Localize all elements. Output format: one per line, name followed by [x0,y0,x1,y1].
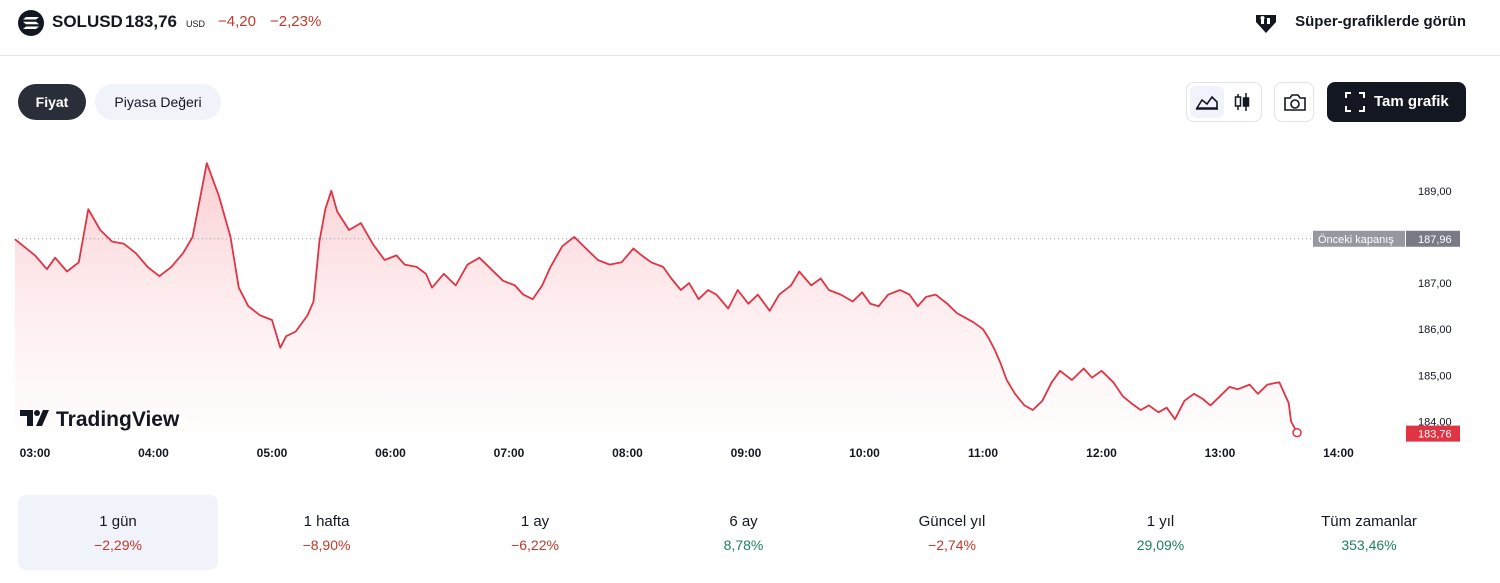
symbol-header: SOLUSD 183,76 USD −4,20 −2,23% Süper-gra… [0,0,1500,56]
candles-chart-button[interactable] [1225,86,1259,118]
last-price: 183,76 [125,12,177,31]
previous-close-badge [1313,230,1405,247]
x-tick-label: 07:00 [494,446,525,460]
period-button[interactable]: Güncel yıl −2,74% [852,495,1052,570]
period-change: −2,74% [928,537,976,553]
period-button[interactable]: 6 ay 8,78% [644,495,844,570]
period-change: 353,46% [1341,537,1397,553]
tradingview-watermark: TradingView [20,408,180,431]
x-tick-label: 09:00 [731,446,762,460]
last-price-value: 183,76 [1418,429,1452,441]
price-line [14,162,1298,434]
period-label: Güncel yıl [918,513,986,530]
supercharts-icon[interactable] [1253,10,1279,41]
camera-icon [1284,94,1306,111]
period-label: 1 hafta [303,513,350,530]
tab-market-cap[interactable]: Piyasa Değeri [95,84,221,120]
full-chart-label: Tam grafik [1374,93,1449,110]
period-change: −2,29% [94,537,142,553]
x-tick-label: 10:00 [849,446,880,460]
tradingview-logo-icon [20,410,49,426]
price-change: −4,20 [218,13,256,30]
period-label: Tüm zamanlar [1321,513,1417,530]
fullscreen-icon [1345,92,1365,112]
last-point-marker [1292,427,1302,438]
x-tick-label: 08:00 [612,446,643,460]
period-change: −8,90% [302,537,351,553]
snapshot-button[interactable] [1274,82,1314,122]
previous-close-value: 187,96 [1418,234,1452,246]
symbol-name: SOLUSD [52,12,123,31]
y-tick-label: 184,00 [1418,417,1452,429]
period-change: 8,78% [723,537,764,553]
previous-close-label: Önceki kapanış [1318,234,1394,246]
period-label: 6 ay [729,513,758,530]
performance-periods: 1 gün −2,29% 1 hafta −8,90% 1 ay −6,22% 6 ay 8,… [18,495,1466,571]
y-tick-label: 189,00 [1418,186,1452,198]
period-label: 1 gün [99,513,137,530]
supercharts-link[interactable]: Süper-grafiklerde görün [1295,13,1466,30]
period-button[interactable]: 1 ay −6,22% [435,495,635,570]
y-tick-label: 186,00 [1418,324,1452,336]
x-tick-label: 13:00 [1205,446,1236,460]
price-change-percent: −2,23% [270,13,322,30]
chart-style-group [1186,82,1262,122]
x-tick-label: 06:00 [375,446,406,460]
area-chart-icon [1195,95,1218,110]
period-label: 1 ay [520,513,550,530]
x-tick-label: 12:00 [1086,446,1117,460]
tab-price[interactable]: Fiyat [18,84,86,120]
x-tick-label: 05:00 [257,446,288,460]
watermark-text: TradingView [56,408,180,431]
period-button[interactable]: 1 gün −2,29% [18,495,218,570]
y-tick-label: 185,00 [1418,370,1452,382]
period-button[interactable]: 1 hafta −8,90% [227,495,427,570]
currency-label: USD [186,19,206,29]
last-price-badge [1406,425,1460,442]
area-chart-button[interactable] [1190,86,1224,118]
period-label: 1 yıl [1146,513,1175,530]
previous-close-value-badge [1406,230,1460,247]
x-tick-label: 14:00 [1323,446,1354,460]
price-area-fill [14,163,1297,433]
time-axis: 03:00 04:00 05:00 06:00 07:00 08:00 09:00 10:00… [20,446,1355,460]
period-button[interactable]: 1 yıl 29,09% [1061,495,1261,570]
x-tick-label: 04:00 [138,446,169,460]
full-chart-button[interactable]: Tam grafik [1327,82,1466,122]
candles-icon [1234,93,1250,111]
price-axis: 189,00 187,00 186,00 185,00 184,00 [1418,186,1452,429]
x-tick-label: 11:00 [968,446,998,460]
chart-labels: Önceki kapanış 187,96 183,76 [1292,230,1460,442]
period-change: 29,09% [1136,537,1185,553]
solana-logo-icon [18,10,44,36]
period-button[interactable]: Tüm zamanlar 353,46% [1269,495,1469,570]
y-tick-label: 187,00 [1418,278,1452,290]
price-area-chart[interactable]: 189,00 187,00 186,00 185,00 184,00 03:00 04:0… [0,140,1500,470]
period-change: −6,22% [511,537,559,553]
x-tick-label: 03:00 [20,446,51,460]
